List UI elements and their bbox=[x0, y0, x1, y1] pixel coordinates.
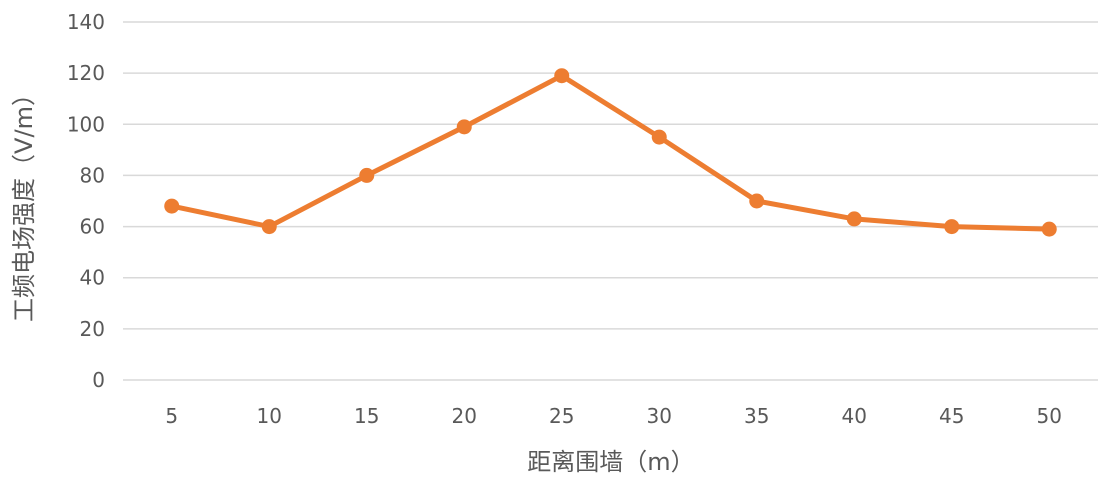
data-point bbox=[944, 219, 960, 235]
series-line bbox=[169, 73, 1052, 232]
x-tick-label: 25 bbox=[549, 404, 574, 428]
y-tick-label: 100 bbox=[67, 112, 105, 136]
y-tick-label: 0 bbox=[92, 368, 105, 392]
x-tick-label: 10 bbox=[257, 404, 282, 428]
y-tick-label: 60 bbox=[80, 215, 105, 239]
data-point bbox=[749, 193, 765, 209]
x-axis-ticks: 5 10 15 20 25 30 35 40 45 50 bbox=[165, 404, 1062, 428]
x-tick-label: 20 bbox=[452, 404, 477, 428]
x-tick-label: 50 bbox=[1037, 404, 1062, 428]
data-point bbox=[261, 219, 277, 235]
data-point bbox=[359, 167, 375, 183]
y-tick-label: 120 bbox=[67, 61, 105, 85]
gridlines bbox=[123, 21, 1098, 381]
data-point bbox=[164, 198, 180, 214]
y-tick-label: 80 bbox=[80, 163, 105, 187]
x-tick-label: 35 bbox=[744, 404, 769, 428]
x-tick-label: 5 bbox=[165, 404, 178, 428]
data-point bbox=[651, 129, 667, 145]
x-tick-label: 30 bbox=[647, 404, 672, 428]
x-tick-label: 40 bbox=[842, 404, 867, 428]
x-axis-title: 距离围墙（m） bbox=[527, 448, 694, 476]
data-point bbox=[1041, 221, 1057, 237]
y-tick-label: 40 bbox=[80, 266, 105, 290]
series-layer bbox=[164, 68, 1057, 237]
data-point bbox=[456, 119, 472, 135]
y-tick-label: 140 bbox=[67, 10, 105, 34]
data-point bbox=[554, 68, 570, 84]
y-tick-label: 20 bbox=[80, 317, 105, 341]
y-axis-ticks: 0 20 40 60 80 100 120 140 bbox=[67, 10, 105, 392]
x-tick-label: 15 bbox=[354, 404, 379, 428]
x-tick-label: 45 bbox=[939, 404, 964, 428]
y-axis-title: 工频电场强度（V/m） bbox=[10, 82, 38, 322]
data-point bbox=[846, 211, 862, 227]
